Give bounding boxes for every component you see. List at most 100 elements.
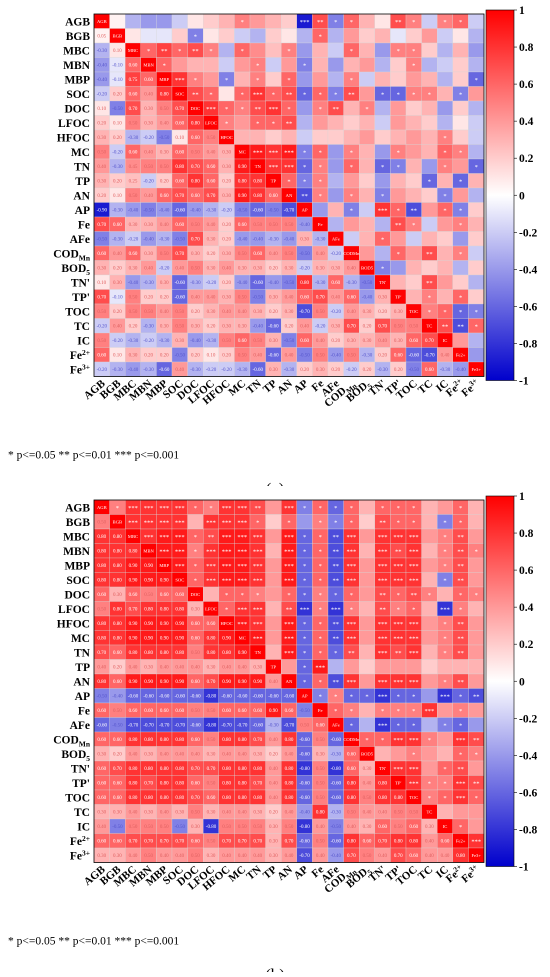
coefficient-label: 0.60	[144, 78, 153, 83]
significance-stars: *	[365, 694, 368, 701]
coefficient-label: 0.50	[207, 738, 216, 743]
coefficient-label: 0.50	[175, 310, 184, 315]
significance-stars: *	[334, 505, 337, 512]
heatmap-cell	[468, 289, 485, 305]
coefficient-label: 0.20	[129, 325, 138, 330]
coefficient-label: -0.20	[331, 252, 342, 257]
heatmap-cell	[437, 173, 453, 189]
heatmap-cell	[265, 499, 282, 515]
coefficient-label: -0.60	[331, 782, 342, 787]
coefficient-label: 0.40	[160, 310, 169, 315]
heatmap-cell	[452, 129, 469, 145]
heatmap-cell	[374, 129, 391, 145]
heatmap-cell	[390, 71, 407, 87]
heatmap-cell	[421, 514, 438, 530]
coefficient-label: 0.70	[97, 223, 106, 228]
coefficient-label: 0.70	[425, 339, 434, 344]
heatmap-cell	[374, 659, 391, 675]
coefficient-label: 0.80	[175, 782, 184, 787]
coefficient-label: -0.50	[159, 136, 170, 141]
coefficient-label: 0.40	[97, 825, 106, 830]
heatmap-cell	[452, 659, 469, 675]
coefficient-label: 0.50	[191, 651, 200, 656]
coefficient-label: 0.80	[253, 194, 262, 199]
row-label: AP	[75, 691, 90, 703]
coefficient-label: 0.40	[191, 753, 200, 758]
coefficient-label: 0.80	[175, 165, 184, 170]
significance-stars: ***	[378, 650, 388, 657]
significance-stars: *	[178, 48, 181, 55]
heatmap-cell	[218, 42, 235, 58]
significance-stars: **	[411, 208, 418, 215]
coefficient-label: 0.60	[113, 840, 122, 845]
coefficient-label: 0.60	[191, 637, 200, 642]
coefficient-label: 0.90	[160, 622, 169, 627]
significance-stars: *	[334, 19, 337, 26]
diagonal-label: Fe	[318, 222, 323, 227]
coefficient-label: -0.20	[112, 151, 123, 156]
significance-stars: *	[459, 179, 462, 186]
coefficient-label: 0.40	[129, 666, 138, 671]
heatmap-cell	[265, 572, 282, 588]
coefficient-label: -0.50	[175, 354, 186, 359]
coefficient-label: 0.30	[238, 267, 247, 272]
significance-stars: ***	[347, 679, 357, 686]
coefficient-label: 0.70	[253, 738, 262, 743]
significance-stars: **	[457, 766, 464, 773]
significance-stars: *	[397, 592, 400, 599]
row-label: AFe	[70, 234, 90, 246]
coefficient-label: 0.30	[269, 840, 278, 845]
diagonal-label: BGB	[113, 34, 122, 39]
coefficient-label: 0.60	[238, 223, 247, 228]
heatmap-cell	[421, 659, 438, 675]
heatmap-cell	[437, 115, 453, 131]
coefficient-label: 0.70	[207, 767, 216, 772]
significance-stars: *	[397, 505, 400, 512]
significance-stars: ***	[284, 621, 294, 628]
significance-stars: **	[161, 48, 168, 55]
coefficient-label: 0.40	[441, 354, 450, 359]
heatmap-cell	[359, 543, 375, 559]
significance-stars: *	[475, 592, 478, 599]
coefficient-label: 0.80	[144, 651, 153, 656]
coefficient-label: -0.40	[159, 209, 170, 214]
coefficient-label: 0.60	[191, 680, 200, 685]
significance-stars: ***	[253, 92, 263, 99]
coefficient-label: 0.40	[175, 368, 184, 373]
coefficient-label: -0.40	[253, 238, 264, 243]
significance-stars: ***	[284, 164, 294, 171]
heatmap-cell	[421, 499, 438, 515]
diagonal-label: CODMn	[343, 251, 360, 256]
coefficient-label: 0.30	[253, 666, 262, 671]
coefficient-label: 0.80	[222, 651, 231, 656]
heatmap-cell	[156, 13, 173, 29]
heatmap-cell	[265, 57, 282, 73]
coefficient-label: 0.60	[285, 709, 294, 714]
coefficient-label: -0.30	[346, 281, 357, 286]
significance-stars: ***	[393, 679, 403, 686]
coefficient-label: 0.10	[113, 354, 122, 359]
diagonal-label: MBN	[143, 63, 154, 68]
coefficient-label: -0.20	[97, 93, 108, 98]
coefficient-label: 0.90	[238, 651, 247, 656]
significance-stars: *	[443, 193, 446, 200]
coefficient-label: 0.30	[300, 238, 309, 243]
row-label: TN	[74, 647, 91, 659]
significance-stars: *	[443, 578, 446, 585]
significance-stars: *	[459, 309, 462, 316]
coefficient-label: 0.60	[409, 854, 418, 859]
significance-stars: *	[381, 266, 384, 273]
coefficient-label: 0.80	[129, 782, 138, 787]
heatmap-cell	[359, 86, 375, 102]
significance-stars: *	[303, 505, 306, 512]
coefficient-label: 0.90	[144, 637, 153, 642]
row-label: DOC	[64, 103, 90, 115]
coefficient-label: -0.80	[206, 724, 217, 729]
coefficient-label: 0.40	[238, 310, 247, 315]
significance-stars: ***	[269, 106, 279, 113]
coefficient-label: 0.70	[129, 840, 138, 845]
heatmap-cell	[281, 57, 297, 73]
row-label: BGB	[66, 31, 91, 43]
heatmap-cell	[437, 804, 453, 820]
heatmap-cell	[421, 71, 438, 87]
